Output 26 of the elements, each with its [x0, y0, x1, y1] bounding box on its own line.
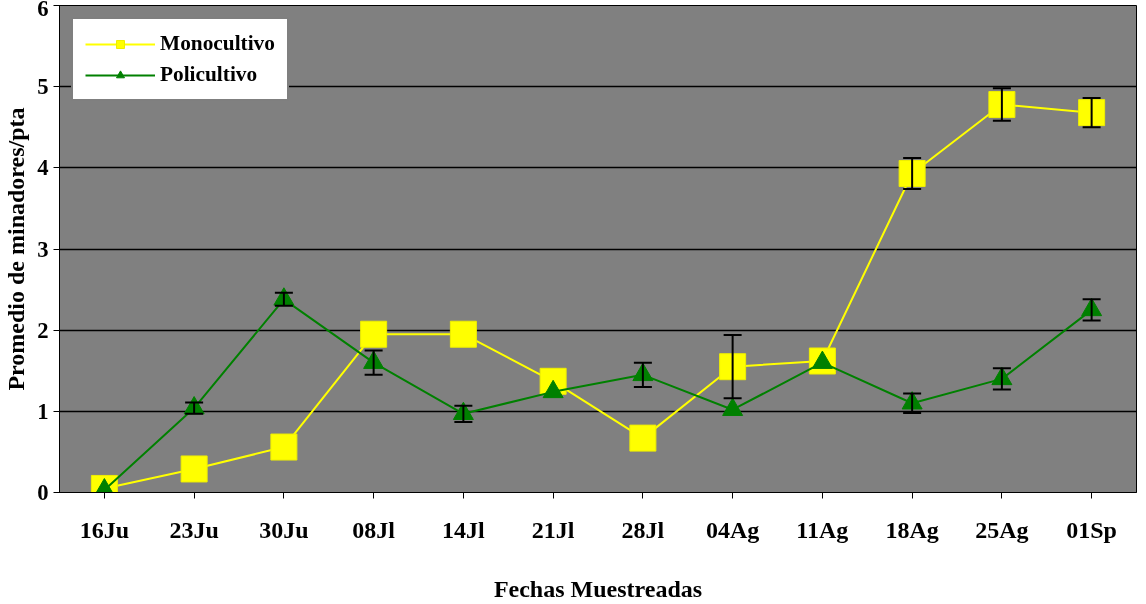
y-tick-label: 5 [37, 74, 49, 100]
x-tick-label: 30Ju [259, 516, 309, 543]
x-tick-label: 28Jl [621, 516, 665, 543]
x-tick-label: 16Ju [79, 516, 130, 543]
y-axis-title: Promedio de minadores/pta [3, 107, 30, 391]
x-tick-label: 14Jl [442, 516, 486, 543]
point [360, 320, 388, 348]
y-tick-label: 4 [37, 155, 49, 181]
y-tick-label: 6 [37, 0, 49, 21]
x-tick-label: 18Ag [885, 516, 939, 543]
y-tick-label: 2 [37, 317, 49, 343]
x-tick-label: 04Ag [705, 516, 760, 543]
y-tick-label: 0 [37, 480, 49, 505]
y-tick-label: 1 [37, 398, 49, 424]
x-tick-label: 25Ag [975, 516, 1029, 543]
legend-label: Monocultivo [160, 31, 275, 56]
point [722, 397, 744, 416]
legend-label: Policultivo [160, 62, 258, 87]
x-axis-title: Fechas Muestreadas [493, 575, 703, 602]
x-tick-label: 23Ju [169, 516, 219, 543]
x-tick-label: 21Jl [531, 516, 575, 543]
x-tick-label: 01Sp [1066, 516, 1117, 543]
point [449, 320, 477, 348]
y-tick-label: 3 [37, 236, 49, 262]
x-tick-label: 11Ag [796, 516, 849, 543]
x-tick-label: 08Jl [352, 516, 396, 543]
